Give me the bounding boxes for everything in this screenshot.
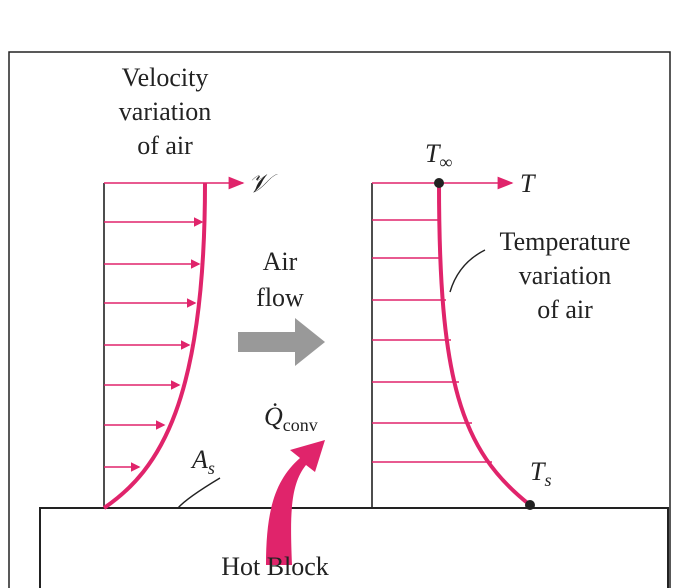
subscript: s <box>544 470 551 490</box>
symbol: T <box>425 139 441 168</box>
temperature-far: T∞ <box>425 139 452 172</box>
velocity-label: of air <box>137 131 193 160</box>
temperature-label: of air <box>537 295 593 324</box>
velocity-label: variation <box>119 97 211 126</box>
block-label: Hot Block <box>221 552 329 581</box>
surface-label: As <box>190 445 215 478</box>
frame <box>8 51 671 588</box>
subscript: s <box>208 458 215 478</box>
temperature-axis: T <box>520 169 536 198</box>
symbol: T <box>530 457 546 486</box>
temperature-profile <box>371 176 535 510</box>
symbol: A <box>190 445 208 474</box>
heat-arrow <box>266 440 325 565</box>
surface-pointer <box>177 477 221 509</box>
velocity-symbol: 𝒱 <box>248 169 278 198</box>
temperature-label: variation <box>519 261 611 290</box>
flow-label: Air <box>263 247 298 276</box>
heat-label: Q̇conv <box>264 402 318 435</box>
flow-label: flow <box>256 283 304 312</box>
symbol: Q̇ <box>264 402 283 431</box>
subscript: ∞ <box>439 152 452 172</box>
temperature-label: Temperature <box>500 227 631 256</box>
flow-arrow <box>238 318 325 366</box>
surface-temperature: Ts <box>530 457 551 490</box>
velocity-profile <box>102 176 245 510</box>
subscript: conv <box>283 415 318 435</box>
hot-block <box>39 507 669 588</box>
velocity-label: Velocity <box>122 63 209 92</box>
